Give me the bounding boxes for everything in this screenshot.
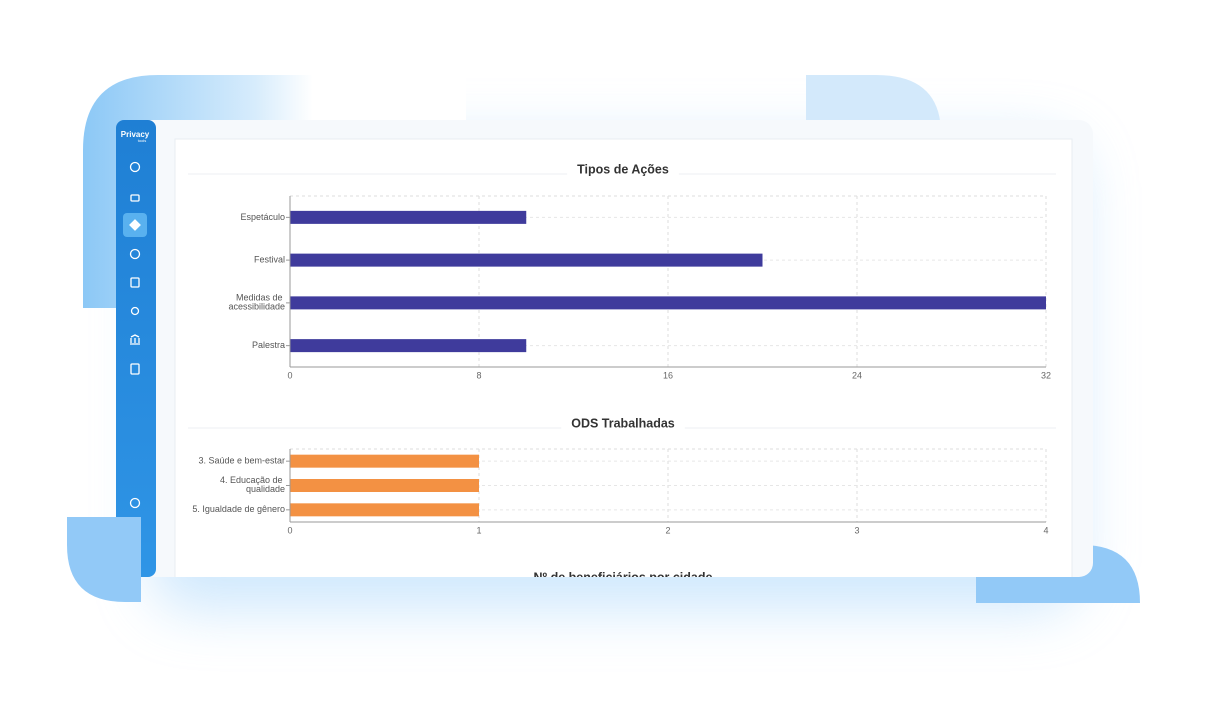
y-tick-label: 3. Saúde e bem-estar: [198, 456, 285, 466]
y-tick-label: Palestra: [252, 340, 285, 350]
title-bg: [523, 570, 723, 577]
y-tick-label: Festival: [254, 255, 285, 265]
sidebar: [116, 120, 156, 577]
x-tick-label: 1: [476, 525, 481, 535]
icon[interactable]: [130, 277, 140, 288]
icon[interactable]: [130, 306, 140, 316]
bar: [290, 296, 1046, 310]
icon[interactable]: [129, 248, 141, 260]
x-tick-label: 16: [663, 370, 673, 380]
x-tick-label: 0: [287, 370, 292, 380]
icon[interactable]: [129, 497, 141, 509]
x-tick-label: 8: [476, 370, 481, 380]
x-tick-label: 3: [854, 525, 859, 535]
x-tick-label: 0: [287, 525, 292, 535]
chart-title: Tipos de Ações: [577, 162, 669, 176]
sidebar-icons: [123, 161, 147, 509]
bar: [290, 253, 763, 267]
y-tick-label: Espetáculo: [240, 212, 285, 222]
x-tick-label: 24: [852, 370, 862, 380]
chart-title: Nº de beneficiários por cidade: [534, 570, 713, 584]
bar: [290, 454, 479, 468]
y-tick-label: 4. Educação de qualidade: [220, 475, 285, 494]
icon[interactable]: [130, 334, 140, 345]
icon[interactable]: [129, 161, 141, 173]
bar: [290, 210, 527, 224]
chart-title: ODS Trabalhadas: [571, 416, 675, 430]
icon[interactable]: [129, 219, 141, 231]
x-tick-label: 2: [665, 525, 670, 535]
bar: [290, 339, 527, 353]
bar: [290, 503, 479, 517]
y-tick-label: Medidas de acessibilidade: [228, 293, 285, 312]
title-bg: [561, 416, 685, 431]
logo: Privacy: [121, 130, 150, 139]
panel: [174, 138, 1073, 577]
bar: [290, 479, 479, 492]
x-tick-label: 32: [1041, 370, 1051, 380]
icon[interactable]: [130, 194, 140, 202]
icon[interactable]: [130, 363, 140, 375]
x-tick-label: 4: [1043, 525, 1048, 535]
title-bg: [567, 162, 679, 177]
decor-shape: [67, 517, 141, 602]
y-tick-label: 5. Igualdade de gênero: [192, 504, 285, 514]
decor-tab: [806, 75, 941, 134]
logo-sub: tools: [138, 138, 146, 143]
